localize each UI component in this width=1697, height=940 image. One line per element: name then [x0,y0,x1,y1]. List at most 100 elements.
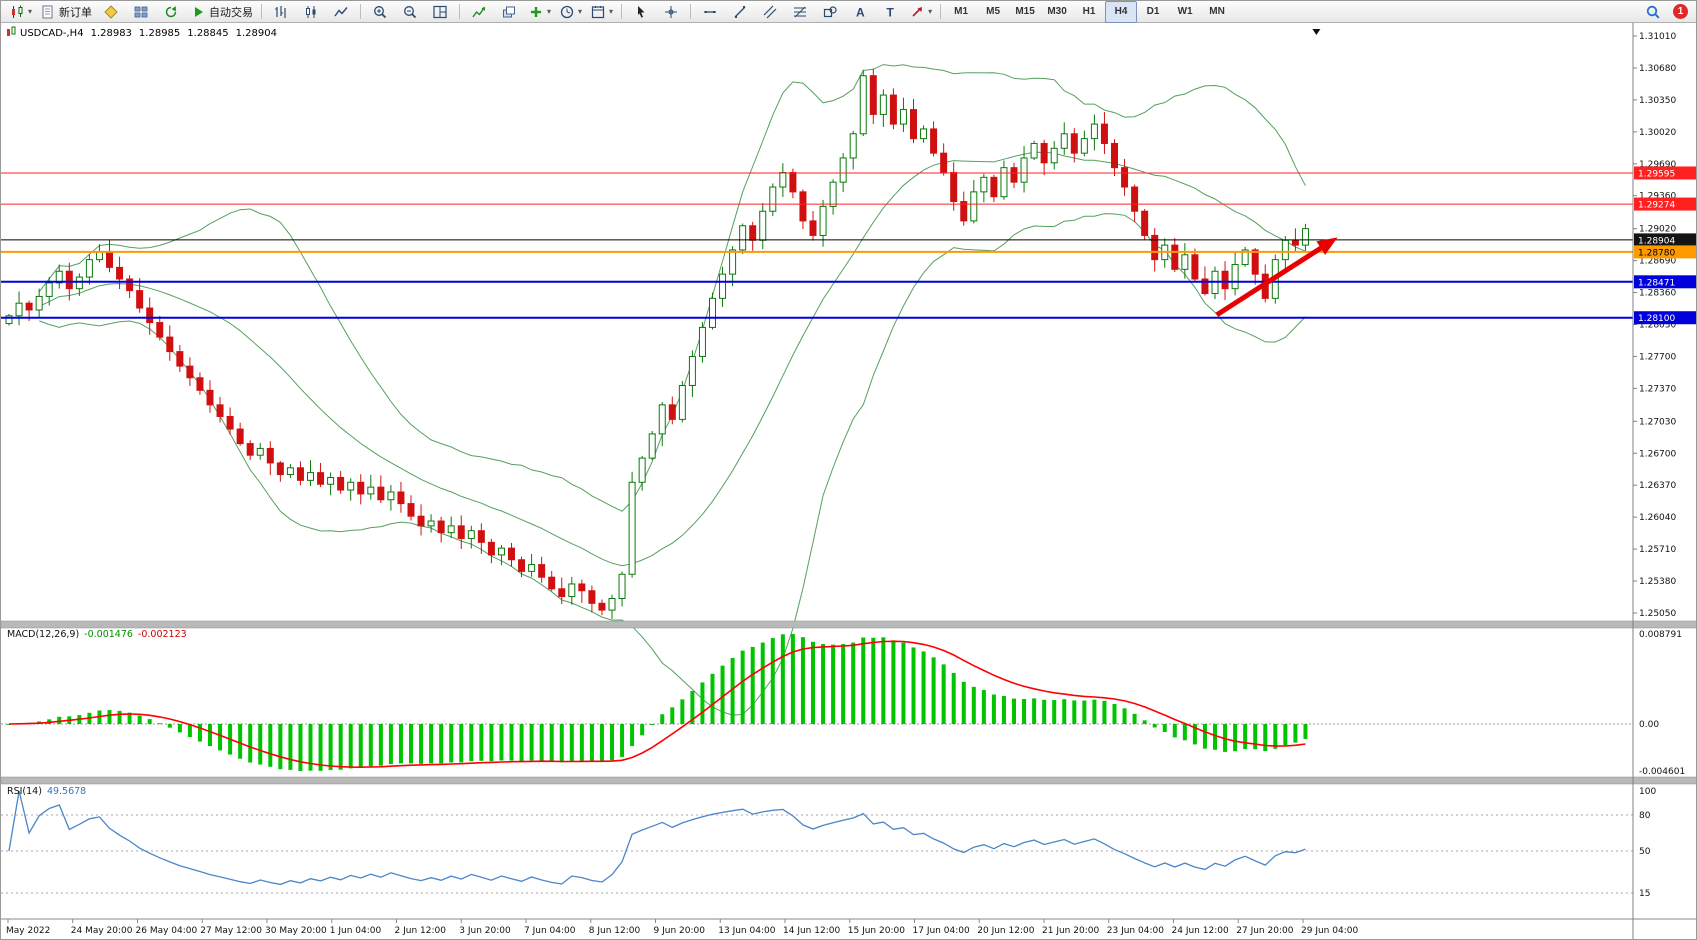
crosshair-button[interactable] [656,1,686,23]
macd-bar [650,724,655,725]
trend-arrow-line[interactable] [1215,241,1329,317]
macd-bar [1273,724,1278,749]
trendline-button[interactable] [725,1,755,23]
grid-shape [141,12,148,17]
macd-bar [1233,724,1238,752]
new-order-button[interactable]: 新订单 [36,1,96,23]
grid-shape [141,6,148,11]
macd-bar [338,724,343,770]
candle-body [1231,263,1239,290]
candle-body [1131,186,1139,212]
candle-body [447,525,455,534]
timeframe-m15-button[interactable]: M15 [1015,6,1035,17]
market-watch-button[interactable] [126,1,156,23]
timeframe-h4-button[interactable]: H4 [1105,1,1138,23]
text-button[interactable]: A [845,1,875,23]
period-converter-button[interactable]: ▾ [555,1,586,23]
chart-candles-button[interactable] [296,1,326,23]
candle-body [397,491,405,505]
candle-body [266,447,274,464]
macd-bar [790,634,795,724]
timeframe-mn-button[interactable]: MN [1209,6,1225,17]
candle-body [859,75,867,135]
timeframe-h1-button[interactable]: H1 [1082,6,1096,17]
fibonacci-button[interactable] [785,1,815,23]
price-chart-canvas[interactable]: USDCAD-,H4 1.28983 1.28985 1.28845 1.28904 MA… [1,23,1697,940]
new-chart-button[interactable]: ▾ [5,1,36,23]
hline-shape [705,10,708,13]
text-label-button[interactable]: T [875,1,905,23]
chart-line-button[interactable] [326,1,356,23]
candle-body [588,590,596,604]
time-label: 13 Jun 04:00 [718,926,775,936]
macd-histogram [7,634,1308,771]
shapes-button[interactable] [815,1,845,23]
timeframe-m1-button[interactable]: M1 [954,6,969,17]
price-badge [1634,245,1696,259]
panel-splitter-2[interactable] [1,776,1697,785]
price-tick-label: 1.28030 [1639,321,1676,331]
chart-bars-button[interactable] [266,1,296,23]
refresh-icon [165,5,177,17]
candle-body [658,404,666,435]
candle-body [347,481,355,491]
crosshair-icon [665,5,678,18]
timeframe-m5-button[interactable]: M5 [986,6,1001,17]
price-tick-label: 1.29020 [1639,225,1676,235]
price-badge [1634,311,1696,325]
macd-bar [690,690,695,724]
candle-body [5,315,13,325]
candle-body [95,251,103,261]
timeframe-d1-button[interactable]: D1 [1146,6,1160,17]
tile-windows-button[interactable] [425,1,455,23]
macd-bar [1162,724,1167,732]
indicator-icon [472,6,486,17]
panel-splitter-1[interactable] [1,620,1697,629]
arrows-button[interactable]: ▾ [905,1,936,23]
candle-body [930,128,938,154]
search-icon [1646,5,1660,19]
clock-shape [566,11,571,13]
news-calendar-button[interactable]: ▾ [586,1,617,23]
indicators-button[interactable] [464,1,494,23]
candle-body [698,326,706,357]
notification-badge[interactable]: 1 [1673,4,1688,19]
auto-trading-button[interactable]: 自动交易 [186,1,257,23]
refresh-button[interactable] [156,1,186,23]
trend-arrow-head[interactable] [1316,237,1338,255]
candle-body [25,302,33,311]
macd-bar [549,724,554,762]
zoom-out-button[interactable] [395,1,425,23]
candle-body [538,564,546,578]
add-indicator-button[interactable]: ▾ [524,1,555,23]
caret-down-icon: ▾ [928,6,933,16]
horizontal-line-button[interactable] [695,1,725,23]
timeframe-m30-button[interactable]: M30 [1047,6,1067,17]
auto-trading-label: 自动交易 [209,6,254,19]
candle-body [578,583,586,592]
macd-bar [760,642,765,724]
symbol-candle-icon [11,26,16,35]
symbol-name: USDCAD-,H4 [20,28,84,39]
objects-list-button[interactable] [494,1,524,23]
search-shape [1646,5,1658,16]
zoom-in-button[interactable] [365,1,395,23]
equidistant-channel-button[interactable] [755,1,785,23]
macd-bar [1182,724,1187,741]
candle-body [739,225,747,251]
zoomin-shape [374,5,384,16]
timeframe-w1-button[interactable]: W1 [1177,6,1193,17]
macd-bar [419,724,424,764]
candle-body [116,266,124,280]
search-button[interactable] [1638,1,1668,23]
channel-shape [763,5,774,15]
cursor-icon [638,5,645,18]
rsi-axis-label: 15 [1639,889,1650,899]
macd-bar [469,724,474,762]
toolbar-separator [621,4,623,19]
cursor-button[interactable] [626,1,656,23]
price-tick-label: 1.27370 [1639,384,1676,394]
macd-bar [951,672,956,724]
tline-shape [735,15,738,18]
profiles-button[interactable] [96,1,126,23]
